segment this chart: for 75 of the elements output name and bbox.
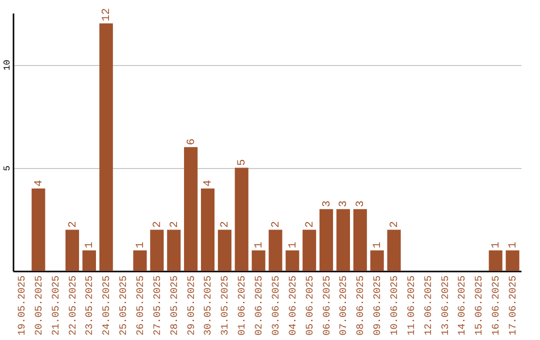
- bar: [286, 250, 300, 271]
- x-tick-label: 22.05.2025: [68, 276, 80, 336]
- x-tick-label: 31.05.2025: [220, 276, 232, 336]
- data-label: 1: [372, 241, 384, 248]
- data-label: 3: [355, 200, 368, 208]
- data-label: 3: [338, 200, 350, 208]
- bar: [218, 230, 232, 271]
- bar: [506, 250, 520, 271]
- x-tick-label: 08.06.2025: [356, 276, 368, 336]
- data-label: 1: [508, 241, 520, 248]
- x-tick-label: 15.06.2025: [474, 276, 486, 336]
- x-tick-label: 26.05.2025: [136, 276, 147, 336]
- bar: [353, 209, 367, 271]
- x-tick-label: 03.06.2025: [271, 276, 282, 336]
- bar: [200, 188, 215, 271]
- x-tick-label: 10.06.2025: [390, 276, 401, 336]
- x-tick-label: 09.06.2025: [373, 276, 384, 336]
- x-tick-label: 20.05.2025: [34, 276, 46, 336]
- data-label: 2: [168, 221, 181, 228]
- bar: [99, 23, 113, 271]
- bar: [387, 230, 401, 271]
- data-label: 3: [321, 200, 334, 208]
- data-label: 1: [84, 241, 96, 248]
- data-label: 6: [186, 138, 198, 146]
- bar: [150, 230, 164, 271]
- bar: [133, 250, 147, 271]
- x-tick-label: 13.06.2025: [440, 276, 452, 336]
- data-label: 1: [490, 241, 503, 248]
- x-tick-label: 16.06.2025: [492, 276, 503, 336]
- x-tick-label: 25.05.2025: [119, 276, 130, 336]
- bar: [319, 209, 334, 271]
- data-label: 4: [202, 179, 215, 186]
- x-tick-label: 24.05.2025: [102, 276, 114, 336]
- x-tick-label: 02.06.2025: [254, 276, 266, 336]
- x-tick-label: 21.05.2025: [51, 276, 62, 336]
- x-tick-label: 06.06.2025: [322, 276, 334, 336]
- x-tick-label: 14.06.2025: [458, 276, 469, 336]
- x-tick-label: 19.05.2025: [17, 276, 28, 336]
- bar: [336, 209, 350, 271]
- x-tick-label: 27.05.2025: [152, 276, 164, 336]
- bar: [184, 147, 198, 271]
- bar: [268, 230, 282, 271]
- bar: [252, 250, 266, 271]
- bar: [302, 230, 316, 271]
- data-label: 2: [67, 221, 80, 228]
- data-label: 5: [236, 159, 249, 166]
- data-label: 2: [270, 221, 282, 228]
- x-tick-label: 04.06.2025: [288, 276, 300, 336]
- bar: [82, 250, 96, 271]
- x-tick-label: 12.06.2025: [424, 276, 435, 336]
- x-tick-label: 01.06.2025: [238, 276, 249, 336]
- data-label: 2: [220, 221, 232, 228]
- x-tick-label: 23.05.2025: [85, 276, 96, 336]
- data-label: 4: [33, 179, 46, 186]
- x-tick-label: 07.06.2025: [339, 276, 350, 336]
- bar: [488, 250, 502, 271]
- data-label: 1: [287, 241, 300, 248]
- data-label: 2: [152, 221, 164, 228]
- x-tick-label: 29.05.2025: [186, 276, 198, 336]
- bar: [32, 188, 46, 271]
- y-tick-label: 10: [2, 60, 12, 71]
- data-label: 2: [304, 221, 316, 228]
- data-label: 2: [389, 221, 401, 228]
- x-tick-label: 30.05.2025: [204, 276, 215, 336]
- data-label: 12: [101, 8, 114, 22]
- data-label: 1: [254, 241, 266, 248]
- x-tick-label: 17.06.2025: [508, 276, 520, 336]
- data-label: 1: [135, 241, 147, 248]
- bar: [234, 168, 248, 271]
- bar: [65, 230, 80, 271]
- x-tick-label: 28.05.2025: [170, 276, 181, 336]
- x-tick-label: 11.06.2025: [406, 276, 418, 336]
- bar: [167, 230, 181, 271]
- x-tick-label: 05.06.2025: [305, 276, 316, 336]
- bar: [370, 250, 384, 271]
